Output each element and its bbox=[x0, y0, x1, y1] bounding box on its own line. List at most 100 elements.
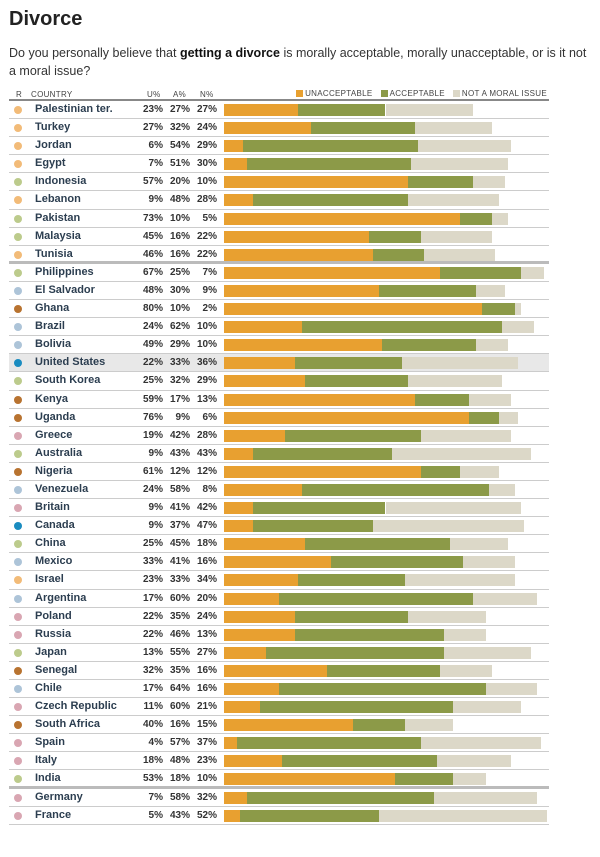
value-a: 30% bbox=[169, 284, 190, 296]
bar-acceptable bbox=[285, 429, 422, 442]
table-row[interactable]: Indonesia 57% 20% 10% bbox=[9, 173, 549, 192]
table-row[interactable]: Malaysia 45% 16% 22% bbox=[9, 228, 549, 246]
bar-not-moral bbox=[385, 104, 473, 116]
bar-acceptable bbox=[301, 321, 502, 334]
table-row[interactable]: Japan 13% 55% 27% bbox=[9, 644, 549, 662]
table-row[interactable]: Nigeria 61% 12% 12% bbox=[9, 463, 549, 481]
bar-acceptable bbox=[253, 194, 409, 207]
table-row[interactable]: Chile 17% 64% 16% bbox=[9, 680, 549, 699]
country-name: France bbox=[35, 808, 72, 821]
table-row[interactable]: India 53% 18% 10% bbox=[9, 770, 549, 789]
country-name: Brazil bbox=[35, 320, 65, 333]
table-row[interactable]: Russia 22% 46% 13% bbox=[9, 626, 549, 644]
table-row[interactable]: Philippines 67% 25% 7% bbox=[9, 264, 549, 282]
bar-not-moral bbox=[453, 701, 522, 714]
table-row[interactable]: China 25% 45% 18% bbox=[9, 535, 549, 554]
table-row[interactable]: El Salvador 48% 30% 9% bbox=[9, 282, 549, 301]
value-n: 2% bbox=[202, 303, 217, 315]
legend-label: NOT A MORAL ISSUE bbox=[461, 89, 547, 98]
region-dot bbox=[14, 323, 22, 332]
value-u: 24% bbox=[142, 483, 163, 495]
table-row[interactable]: Poland 22% 35% 24% bbox=[9, 608, 549, 626]
value-n: 27% bbox=[196, 646, 217, 658]
bar-not-moral bbox=[417, 140, 512, 153]
header-divider bbox=[9, 99, 549, 101]
value-u: 9% bbox=[148, 447, 163, 459]
bar-unacceptable bbox=[224, 773, 396, 786]
col-header-acceptable[interactable]: A% bbox=[173, 90, 187, 99]
table-row[interactable]: Tunisia 46% 16% 22% bbox=[9, 246, 549, 264]
country-name: Poland bbox=[35, 609, 72, 622]
table-row[interactable]: Italy 18% 48% 23% bbox=[9, 752, 549, 771]
bar-unacceptable bbox=[224, 610, 296, 623]
region-dot bbox=[14, 142, 22, 151]
bar-acceptable bbox=[395, 773, 454, 786]
bar-acceptable bbox=[240, 809, 380, 822]
col-header-not-moral[interactable]: N% bbox=[200, 90, 214, 99]
bar-acceptable bbox=[259, 701, 454, 714]
value-u: 9% bbox=[148, 502, 163, 514]
table-row[interactable]: Palestinian ter. 23% 27% 27% bbox=[9, 101, 549, 120]
bar-acceptable bbox=[295, 628, 444, 641]
region-dot bbox=[14, 467, 22, 476]
country-name: Greece bbox=[35, 428, 73, 441]
table-row[interactable]: Senegal 32% 35% 16% bbox=[9, 662, 549, 680]
table-row[interactable]: Pakistan 73% 10% 5% bbox=[9, 210, 549, 228]
table-row[interactable]: Brazil 24% 62% 10% bbox=[9, 318, 549, 337]
country-name: Lebanon bbox=[35, 193, 81, 206]
table-row[interactable]: Greece 19% 42% 28% bbox=[9, 427, 549, 445]
region-dot bbox=[14, 232, 22, 241]
table-row[interactable]: Australia 9% 43% 43% bbox=[9, 445, 549, 463]
col-header-country[interactable]: COUNTRY bbox=[31, 90, 73, 99]
table-row[interactable]: Israel 23% 33% 34% bbox=[9, 571, 549, 590]
country-name: South Africa bbox=[35, 718, 100, 731]
region-dot bbox=[14, 666, 22, 675]
bar-unacceptable bbox=[224, 339, 383, 352]
bar-acceptable bbox=[295, 610, 409, 623]
table-row[interactable]: Ghana 80% 10% 2% bbox=[9, 300, 549, 319]
value-u: 25% bbox=[142, 375, 163, 387]
table-row[interactable]: Mexico 33% 41% 16% bbox=[9, 553, 549, 572]
table-row[interactable]: Uganda 76% 9% 6% bbox=[9, 409, 549, 427]
table-row[interactable]: Venezuela 24% 58% 8% bbox=[9, 481, 549, 500]
table-row[interactable]: South Africa 40% 16% 15% bbox=[9, 716, 549, 735]
table-row[interactable]: Britain 9% 41% 42% bbox=[9, 499, 549, 518]
table-row[interactable]: Turkey 27% 32% 24% bbox=[9, 119, 549, 138]
table-row[interactable]: Argentina 17% 60% 20% bbox=[9, 590, 549, 608]
table-row[interactable]: Lebanon 9% 48% 28% bbox=[9, 191, 549, 210]
table-row[interactable]: Kenya 59% 17% 13% bbox=[9, 391, 549, 409]
bar-unacceptable bbox=[224, 321, 302, 334]
col-header-region[interactable]: R bbox=[16, 90, 23, 99]
value-a: 43% bbox=[169, 809, 190, 821]
bar-not-moral bbox=[421, 737, 541, 750]
country-name: Egypt bbox=[35, 157, 66, 170]
bar-unacceptable bbox=[224, 556, 331, 569]
table-row[interactable]: Egypt 7% 51% 30% bbox=[9, 155, 549, 174]
col-header-unacceptable[interactable]: U% bbox=[147, 90, 161, 99]
value-u: 13% bbox=[142, 646, 163, 658]
bar-unacceptable bbox=[224, 248, 373, 261]
table-row[interactable]: Bolivia 49% 29% 10% bbox=[9, 336, 549, 355]
table-row[interactable]: United States 22% 33% 36% bbox=[9, 354, 549, 373]
table-row[interactable]: Canada 9% 37% 47% bbox=[9, 517, 549, 536]
legend-label: ACCEPTABLE bbox=[389, 89, 445, 98]
value-u: 46% bbox=[142, 248, 163, 260]
table-row[interactable]: South Korea 25% 32% 29% bbox=[9, 372, 549, 391]
bar-acceptable bbox=[278, 592, 473, 605]
table-row[interactable]: Spain 4% 57% 37% bbox=[9, 734, 549, 753]
country-name: Chile bbox=[35, 682, 62, 694]
region-dot bbox=[14, 721, 22, 730]
table-row[interactable]: Czech Republic 11% 60% 21% bbox=[9, 698, 549, 717]
bar-unacceptable bbox=[224, 646, 266, 659]
table-row[interactable]: France 5% 43% 52% bbox=[9, 807, 549, 825]
value-a: 45% bbox=[169, 538, 190, 550]
bar-not-moral bbox=[437, 755, 512, 768]
value-u: 22% bbox=[142, 628, 163, 640]
table-row[interactable]: Germany 7% 58% 32% bbox=[9, 789, 549, 807]
value-u: 80% bbox=[142, 303, 163, 315]
table-row[interactable]: Jordan 6% 54% 29% bbox=[9, 137, 549, 156]
bar-unacceptable bbox=[224, 375, 305, 388]
bar-unacceptable bbox=[224, 701, 260, 714]
value-n: 9% bbox=[202, 284, 217, 296]
legend-swatch bbox=[452, 90, 460, 97]
